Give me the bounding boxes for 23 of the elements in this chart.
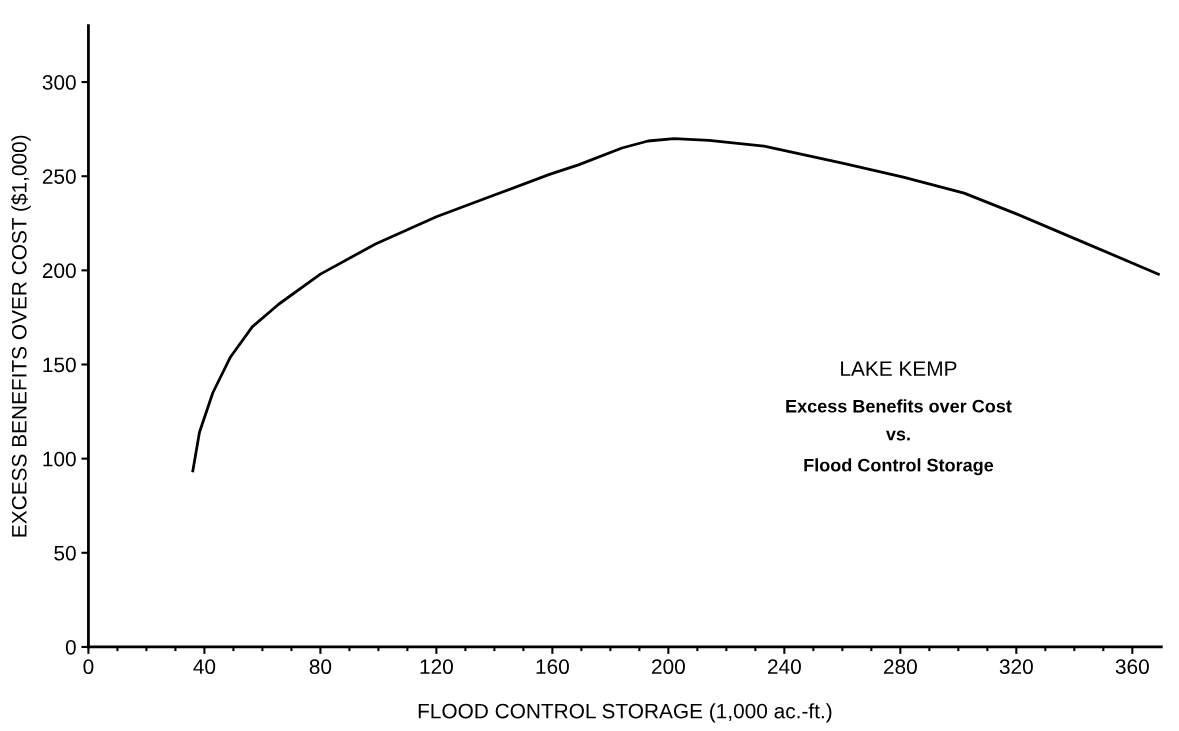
annotation: LAKE KEMP xyxy=(841,361,957,376)
x-tick-label: 280 xyxy=(884,659,917,675)
y-tick-label: 200 xyxy=(42,263,76,279)
x-axis-title: FLOOD CONTROL STORAGE (1,000 ac.-ft.) xyxy=(418,703,832,723)
annotation: vs. xyxy=(885,430,910,441)
x-tick-label: 320 xyxy=(999,659,1033,675)
y-axis-title: EXCESS BENEFITS OVER COST ($1,000) xyxy=(11,135,31,537)
x-tick-label: 160 xyxy=(536,659,569,675)
y-tick-label: 100 xyxy=(43,451,76,467)
y-tick-label: 0 xyxy=(65,639,76,655)
y-tick-label: 150 xyxy=(43,357,76,373)
x-tick-label: 360 xyxy=(1115,659,1149,675)
y-tick-label: 300 xyxy=(42,75,76,90)
x-tick-label: 120 xyxy=(420,659,453,675)
x-tick-label: 80 xyxy=(309,659,332,675)
x-tick-label: 200 xyxy=(652,659,685,675)
x-tick-label: 240 xyxy=(768,659,801,675)
y-tick-label: 50 xyxy=(54,545,76,561)
x-tick-label: 40 xyxy=(193,659,216,675)
annotation: Excess Benefits over Cost xyxy=(786,399,1012,413)
y-tick-label: 250 xyxy=(42,169,76,184)
x-tick-label: 0 xyxy=(83,659,94,675)
annotation: Flood Control Storage xyxy=(804,458,994,476)
